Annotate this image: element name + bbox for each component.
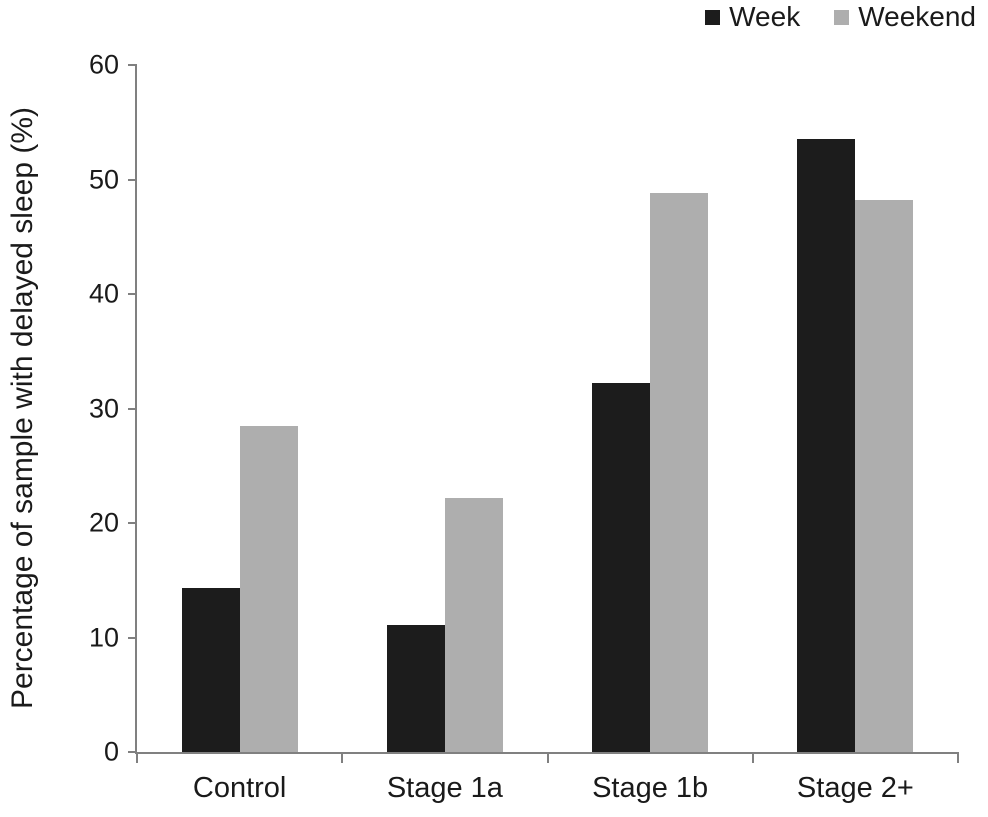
y-tick-label-60: 60 (88, 49, 119, 80)
bar-groups: Control Stage 1a Stage 1b Stage 2+ (137, 65, 958, 803)
bar-weekend-stage-1b (650, 193, 709, 752)
bar-weekend-control (239, 425, 298, 752)
y-tick-label-0: 0 (103, 736, 119, 767)
legend-swatch-icon (705, 9, 721, 25)
y-tick-mark (128, 293, 137, 295)
legend-swatch-icon (834, 9, 850, 25)
plot-area: 0 10 20 30 40 50 60 Control Stage 1a Stage 1b Sta… (89, 51, 959, 803)
x-axis-ticks (136, 65, 959, 763)
legend-item-weekend: Weekend (834, 3, 976, 31)
bar-week-stage-1a (386, 624, 445, 752)
legend-label: Week (729, 1, 801, 32)
bar-weekend-stage-2 (855, 200, 914, 752)
x-category-label-stage-1a: Stage 1a (386, 772, 503, 804)
x-category-label-stage-2: Stage 2+ (796, 772, 914, 804)
y-tick-mark (128, 636, 137, 639)
x-tick-mark (957, 752, 959, 763)
y-tick-label-50: 50 (88, 164, 119, 194)
y-tick-mark (128, 751, 137, 753)
bar-group-stage-1a: Stage 1a (342, 65, 547, 803)
y-tick-mark (128, 407, 137, 410)
legend-item-week: Week (705, 3, 800, 31)
bar-pair (181, 65, 298, 752)
y-axis-title: Percentage of sample with delayed sleep … (6, 107, 39, 710)
bar-group-stage-2: Stage 2+ (753, 65, 958, 803)
y-tick-mark (128, 522, 137, 524)
legend-label: Weekend (858, 1, 976, 32)
legend: Week Weekend (705, 3, 976, 31)
bar-weekend-stage-1a (444, 497, 503, 752)
x-tick-mark (341, 752, 344, 763)
y-tick-label-10: 10 (88, 622, 119, 652)
y-tick-label-30: 30 (88, 393, 119, 423)
bar-pair (386, 65, 503, 752)
y-tick-mark (128, 178, 137, 181)
bar-pair (797, 65, 914, 752)
bar-week-stage-2 (797, 139, 856, 752)
x-tick-mark (546, 752, 549, 763)
bar-group-control: Control (137, 65, 342, 803)
y-axis-ticks: 0 10 20 30 40 50 60 (89, 51, 958, 765)
y-tick-label-20: 20 (88, 507, 119, 538)
y-tick-label-40: 40 (88, 278, 119, 309)
bar-group-stage-1b: Stage 1b (548, 65, 753, 803)
x-category-label-stage-1b: Stage 1b (592, 772, 709, 804)
bar-week-control (181, 588, 240, 752)
bar-pair (592, 65, 709, 752)
y-tick-mark (128, 64, 137, 66)
x-tick-mark (751, 752, 754, 763)
x-category-label-control: Control (192, 772, 287, 804)
x-tick-mark (136, 752, 138, 763)
bar-week-stage-1b (592, 383, 651, 752)
